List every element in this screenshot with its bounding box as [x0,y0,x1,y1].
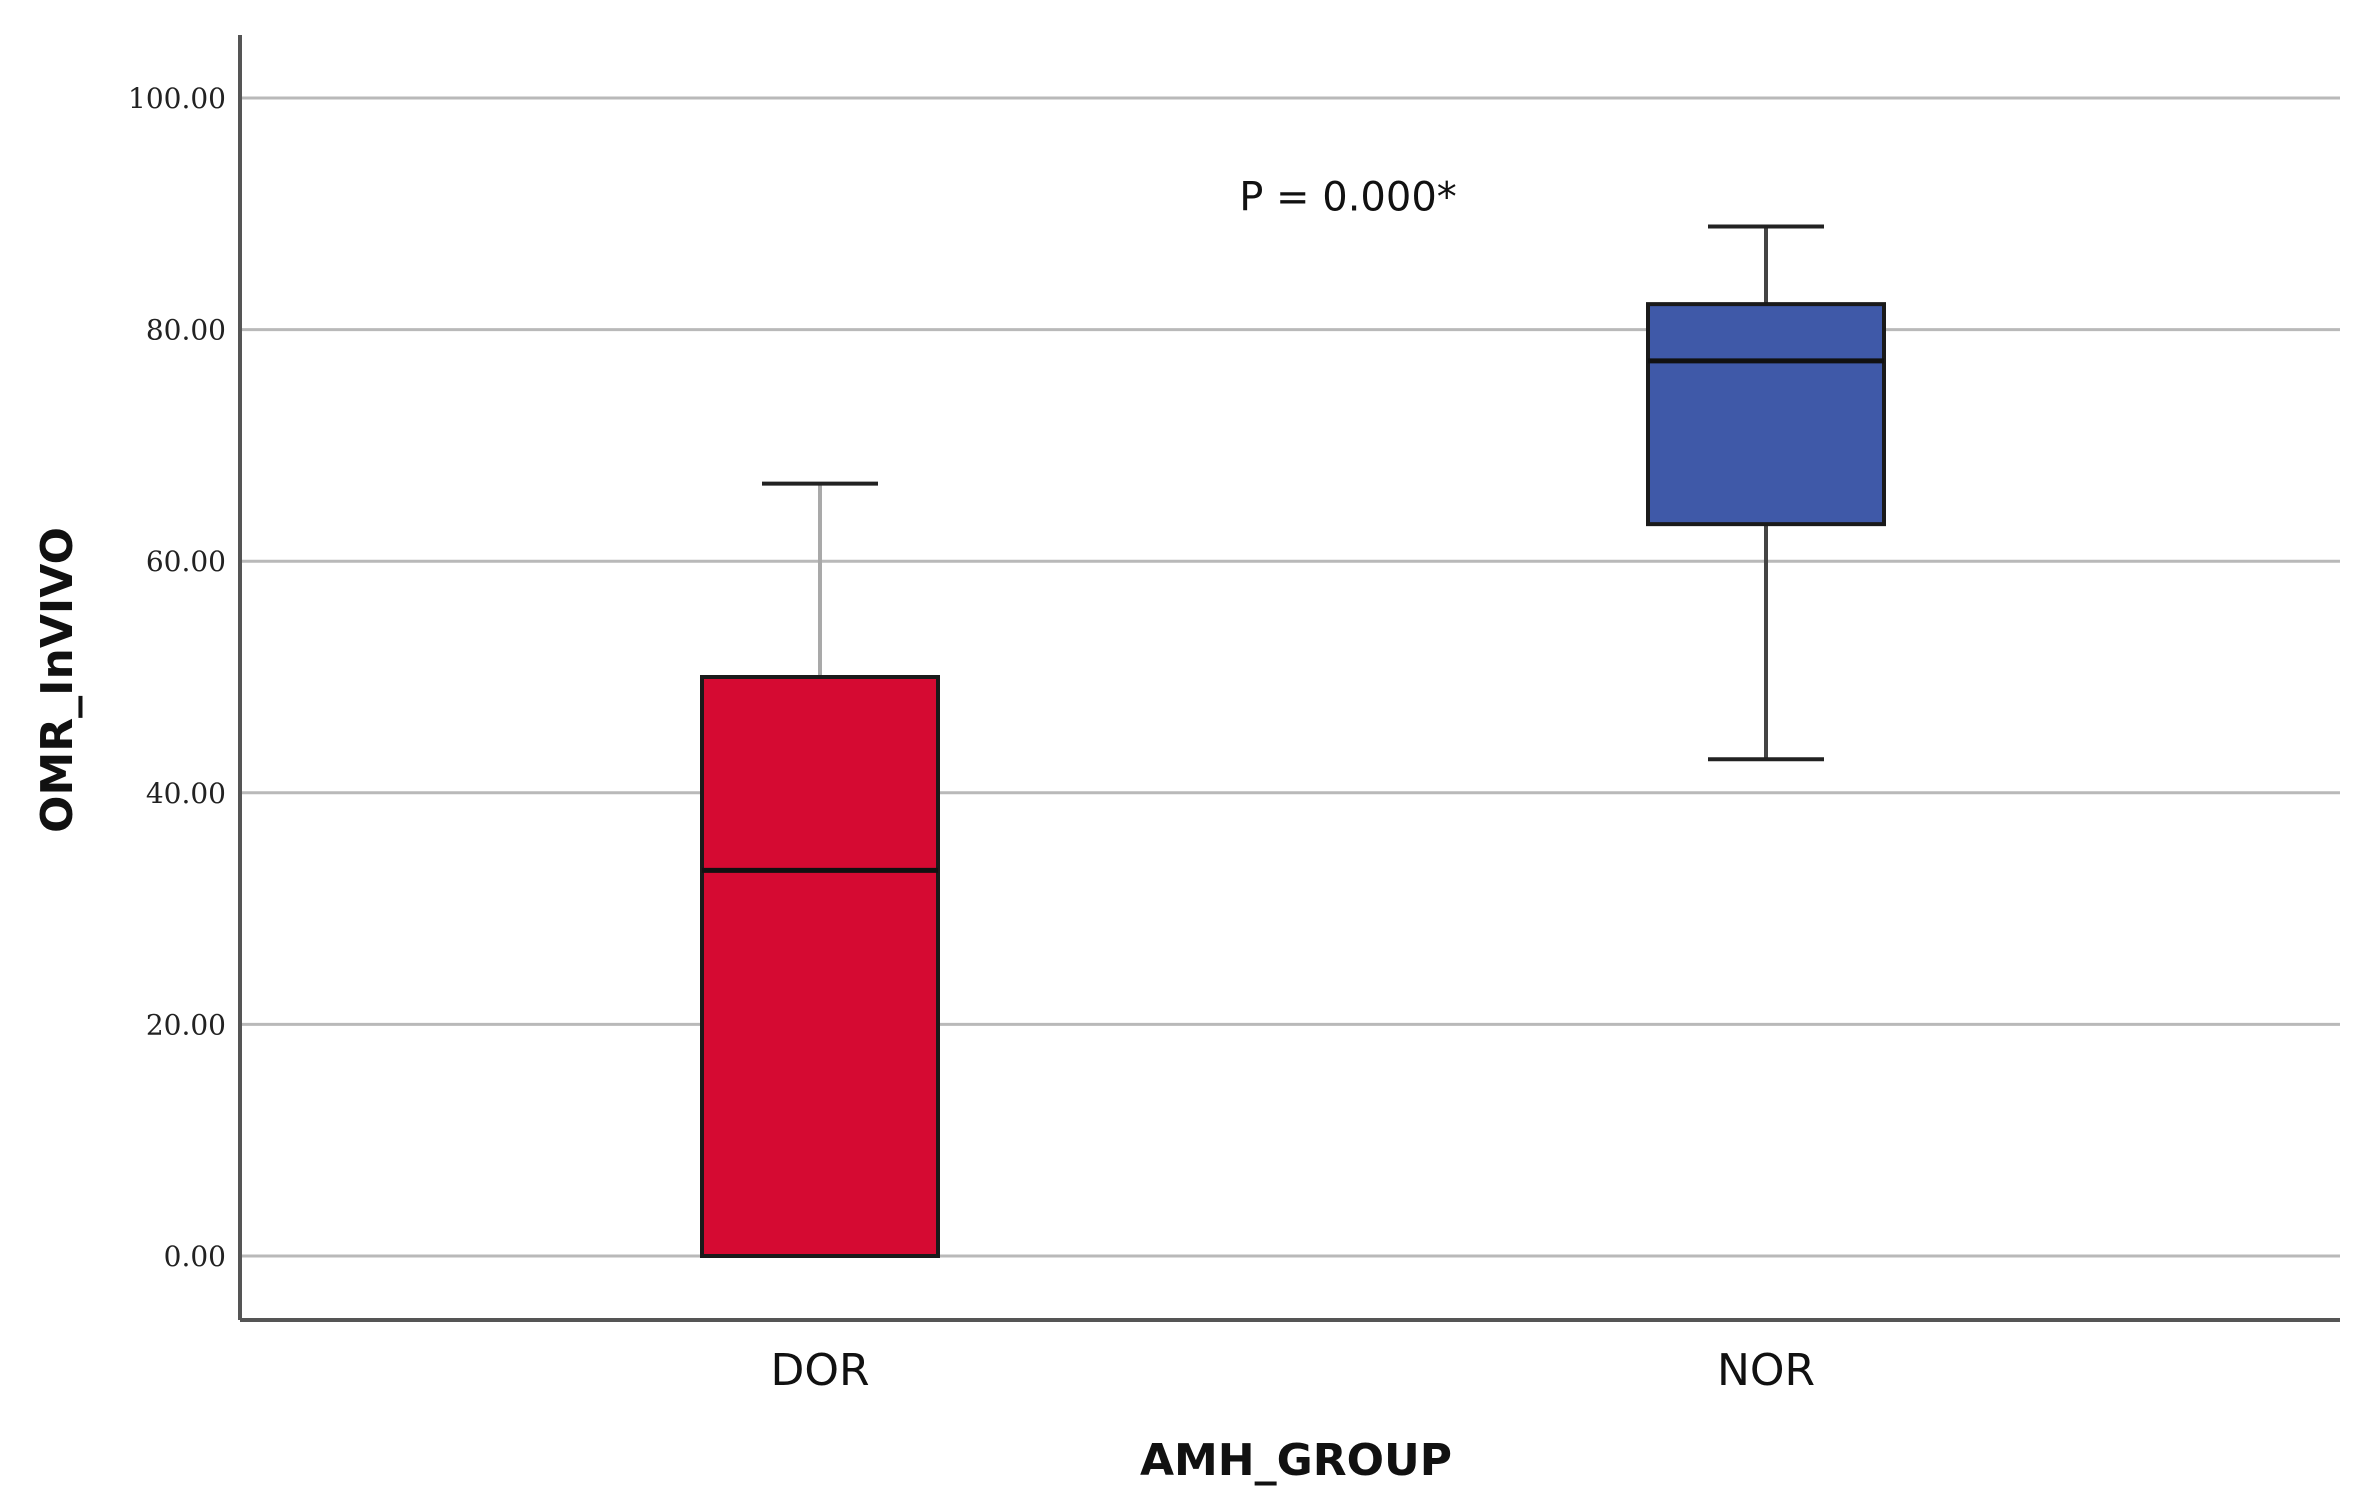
x-category-labels: DOR NOR [770,1345,1815,1396]
boxes [700,224,1886,1258]
box-dor [700,481,940,1258]
p-value-annotation: P = 0.000* [1239,174,1457,220]
x-category-label: DOR [770,1345,869,1396]
x-axis-title: AMH_GROUP [1140,1435,1452,1486]
axes [238,35,2340,1322]
y-axis-title: OMR_InVIVO [32,527,83,833]
y-tick-label: 40.00 [146,777,226,810]
y-tick-label: 0.00 [164,1240,226,1273]
y-tick-label: 60.00 [146,545,226,578]
y-tick-label: 20.00 [146,1008,226,1041]
x-category-label: NOR [1717,1345,1815,1396]
box-nor [1646,224,1886,762]
box-iqr [1646,302,1886,527]
annotations: P = 0.000* [1239,174,1457,220]
gridlines [240,96,2340,1258]
y-tick-labels: 0.00 20.00 40.00 60.00 80.00 100.00 [128,82,226,1273]
box-iqr [700,675,940,1258]
y-tick-label: 80.00 [146,314,226,347]
y-tick-label: 100.00 [128,82,226,115]
